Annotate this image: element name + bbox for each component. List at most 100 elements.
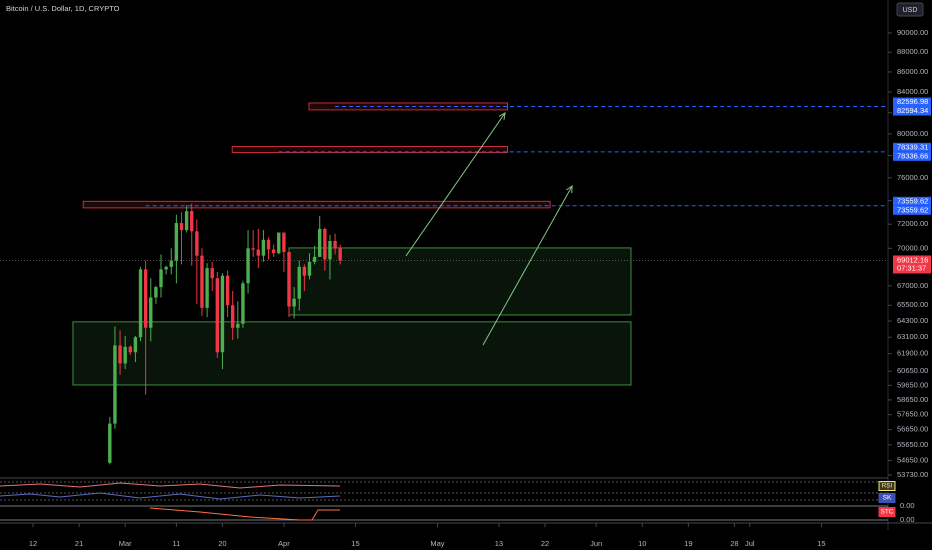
candle-body [159,269,163,288]
candle-body [230,305,235,328]
candle-body [261,239,266,256]
level-label: 78339.31 [897,142,928,151]
candle-body [312,256,317,262]
candle-body [318,228,322,257]
x-tick-label: Apr [278,539,290,548]
level-label: 82594.34 [897,106,928,115]
y-tick-label: 65500.00 [897,300,928,309]
y-tick-label: 55650.00 [897,440,928,449]
indicator-label-box [878,493,896,503]
y-tick-label: 90000.00 [897,28,928,37]
x-tick-label: 13 [495,539,503,548]
x-tick-label: 28 [730,539,738,548]
x-tick-label: 12 [29,539,37,548]
candle-body [200,255,204,308]
indicator-label: SK [883,495,892,502]
candle-body [215,278,220,353]
zone [82,200,551,209]
candle-body [282,232,286,252]
candle-body [328,240,332,260]
sk-line [0,492,341,500]
candle-body [108,423,112,463]
candle-body [323,228,327,260]
rsi-line [0,482,341,489]
y-tick-label: 61900.00 [897,349,928,358]
arrow-head [498,111,506,120]
last-price-label: 69012.16 [897,255,928,264]
candle-body [210,268,214,279]
candle-body [195,231,199,256]
y-tick-label: 58650.00 [897,395,928,404]
y-tick-label: 76000.00 [897,173,928,182]
x-tick-label: 19 [684,539,692,548]
candle-body [256,249,260,256]
candle-body [287,251,291,307]
arrow-head [566,184,573,194]
indicator-label: STC [881,509,894,516]
arrow [405,112,506,257]
y-tick-label: 53730.00 [897,470,928,479]
candle-body [271,249,276,254]
currency: USD [903,7,918,14]
candle-body [225,275,230,306]
candle-body [338,248,342,261]
candle-body [133,337,138,353]
indicator-label-box [878,481,896,491]
x-tick-label: Mar [119,539,132,548]
level-label: 73559.62 [897,196,928,205]
candle-body [241,283,245,324]
countdown: 07:31:37 [897,263,926,272]
candle-body [164,266,168,270]
last-price-box [893,255,931,274]
level-label-box [893,151,931,161]
x-tick-label: 10 [638,539,646,548]
x-tick-label: May [430,539,444,548]
candle-body [169,260,173,267]
y-tick-label: 88000.00 [897,47,928,56]
y-tick-label: 70000.00 [897,243,928,252]
indicator-label-box [878,507,896,517]
candle-body [277,232,281,254]
indicator-axis-label: 0.00 [900,501,915,510]
y-tick-label: 56650.00 [897,425,928,434]
currency-button[interactable] [896,2,924,17]
y-tick-label: 84000.00 [897,87,928,96]
indicator-pane [0,481,888,521]
x-tick-label: Jul [745,539,755,548]
x-tick-label: 22 [541,539,549,548]
candle-body [174,222,179,261]
candle-body [179,222,184,231]
y-tick-label: 67000.00 [897,281,928,290]
candle-body [143,269,148,328]
chart-title: Bitcoin / U.S. Dollar, 1D, CRYPTO [6,4,120,13]
candle-body [118,345,122,364]
y-tick-label: 64300.00 [897,316,928,325]
candle-body [154,287,158,298]
candle-body [333,240,337,249]
zone [288,247,632,316]
candle-body [128,346,132,353]
candle-body [184,211,189,231]
level-label-box [893,205,931,215]
y-tick-label: 80000.00 [897,129,928,138]
x-tick-label: 20 [218,539,226,548]
candle-body [302,266,307,276]
stc-line [149,507,340,521]
candle-body [246,248,250,284]
y-tick-label: 86000.00 [897,67,928,76]
candle-body [251,248,255,250]
level-label: 73559.62 [897,205,928,214]
x-tick-label: 15 [351,539,359,548]
candle-body [292,298,296,307]
candle-body [236,323,240,328]
candle-body [123,346,127,364]
candle-body [220,275,225,353]
x-tick-label: Jun [590,539,602,548]
y-tick-label: 72000.00 [897,219,928,228]
zone [72,321,632,386]
candle-body [205,268,209,308]
candle-body [149,297,153,328]
zone [231,146,509,153]
level-label-box [893,142,931,152]
